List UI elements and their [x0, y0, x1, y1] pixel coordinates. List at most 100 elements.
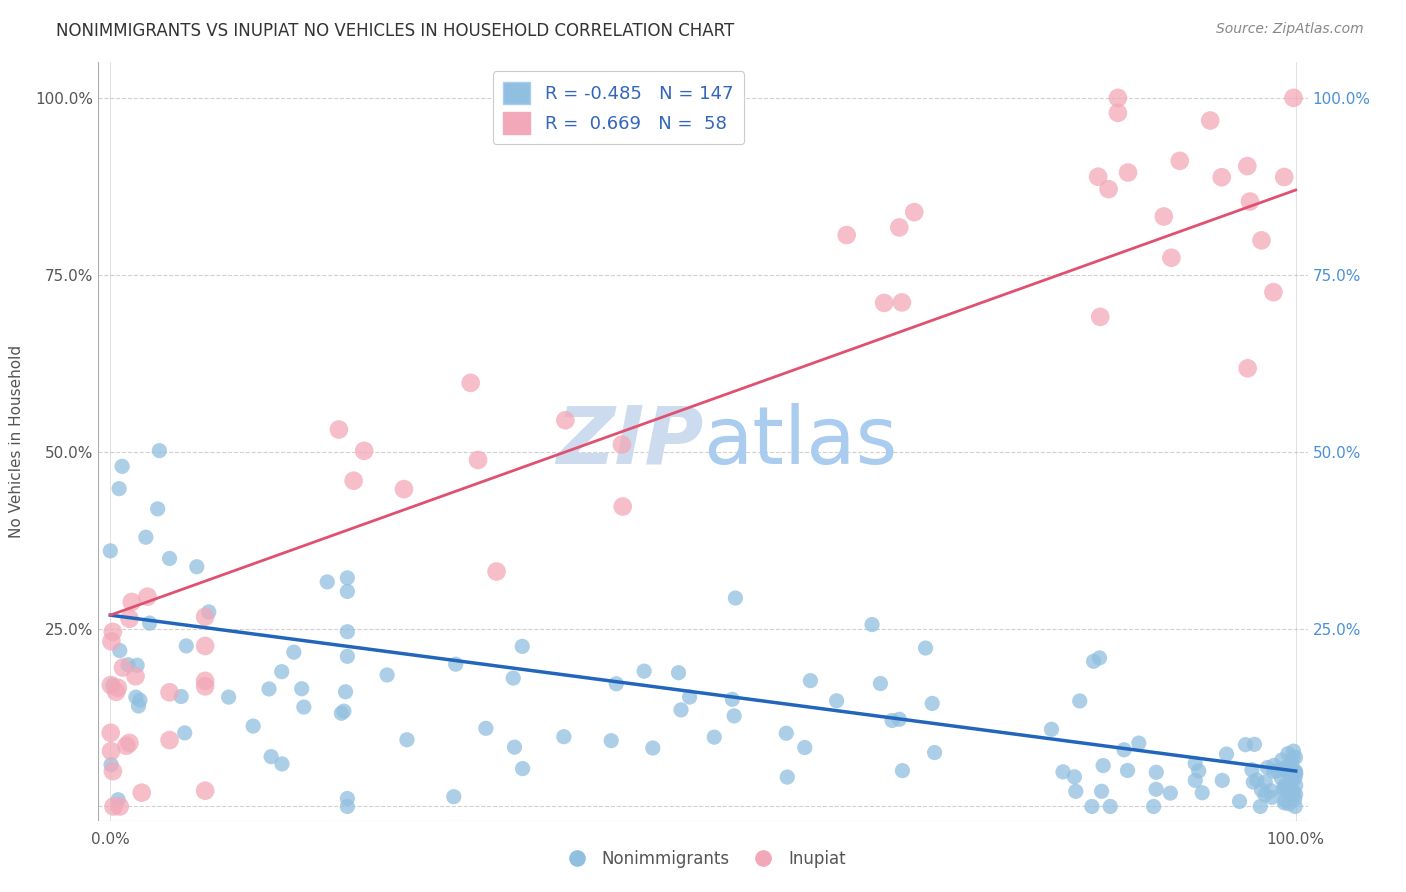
Point — [173, 726, 195, 740]
Point — [336, 571, 359, 585]
Point — [100, 744, 122, 758]
Point — [270, 665, 292, 679]
Point — [148, 443, 170, 458]
Point — [1275, 760, 1298, 774]
Point — [194, 679, 217, 693]
Point — [1263, 758, 1285, 772]
Point — [873, 296, 896, 310]
Point — [1279, 770, 1302, 784]
Point — [1090, 784, 1112, 798]
Point — [1097, 182, 1119, 196]
Point — [914, 640, 936, 655]
Point — [1087, 169, 1109, 184]
Point — [610, 437, 633, 451]
Point — [1184, 773, 1206, 788]
Point — [721, 692, 744, 706]
Point — [1211, 170, 1233, 185]
Point — [880, 714, 903, 728]
Point — [107, 793, 129, 807]
Point — [117, 657, 139, 672]
Point — [170, 690, 193, 704]
Point — [138, 616, 160, 631]
Point — [1249, 799, 1271, 814]
Point — [1272, 782, 1295, 797]
Point — [1240, 763, 1263, 777]
Point — [825, 694, 848, 708]
Point — [194, 783, 217, 797]
Point — [799, 673, 821, 688]
Point — [375, 668, 398, 682]
Point — [1116, 764, 1139, 778]
Point — [1272, 169, 1295, 184]
Point — [1272, 796, 1295, 810]
Point — [1279, 777, 1302, 791]
Point — [510, 640, 533, 654]
Text: NONIMMIGRANTS VS INUPIAT NO VEHICLES IN HOUSEHOLD CORRELATION CHART: NONIMMIGRANTS VS INUPIAT NO VEHICLES IN … — [56, 22, 734, 40]
Point — [343, 474, 366, 488]
Point — [1284, 792, 1306, 806]
Point — [793, 740, 815, 755]
Point — [502, 671, 524, 685]
Point — [1236, 361, 1258, 376]
Point — [678, 690, 700, 704]
Point — [1107, 91, 1129, 105]
Point — [291, 681, 314, 696]
Point — [101, 764, 124, 779]
Point — [392, 482, 415, 496]
Text: ZIP: ZIP — [555, 402, 703, 481]
Point — [641, 741, 664, 756]
Point — [1153, 210, 1175, 224]
Point — [135, 530, 157, 544]
Point — [1063, 770, 1085, 784]
Point — [891, 764, 914, 778]
Point — [1168, 153, 1191, 168]
Legend: Nonimmigrants, Inupiat: Nonimmigrants, Inupiat — [554, 844, 852, 875]
Point — [1112, 743, 1135, 757]
Point — [485, 565, 508, 579]
Point — [1064, 784, 1087, 798]
Point — [1128, 736, 1150, 750]
Point — [669, 703, 692, 717]
Point — [257, 681, 280, 696]
Point — [1184, 756, 1206, 771]
Point — [108, 643, 131, 657]
Point — [1278, 767, 1301, 781]
Point — [292, 700, 315, 714]
Point — [260, 749, 283, 764]
Point — [328, 422, 350, 436]
Point — [330, 706, 353, 721]
Point — [1188, 764, 1211, 778]
Point — [1191, 786, 1213, 800]
Legend: R = -0.485   N = 147, R =  0.669   N =  58: R = -0.485 N = 147, R = 0.669 N = 58 — [492, 71, 744, 145]
Point — [136, 590, 159, 604]
Point — [1279, 780, 1302, 795]
Point — [889, 220, 911, 235]
Point — [600, 733, 623, 747]
Point — [128, 698, 150, 713]
Point — [1099, 799, 1122, 814]
Point — [125, 690, 148, 705]
Point — [108, 799, 131, 814]
Point — [668, 665, 690, 680]
Point — [890, 295, 912, 310]
Point — [1083, 654, 1105, 668]
Point — [903, 205, 925, 219]
Point — [703, 730, 725, 744]
Point — [1284, 750, 1306, 764]
Point — [194, 609, 217, 624]
Point — [197, 605, 219, 619]
Point — [1282, 744, 1305, 758]
Point — [723, 709, 745, 723]
Point — [283, 645, 305, 659]
Point — [121, 595, 143, 609]
Point — [336, 624, 359, 639]
Point — [194, 639, 217, 653]
Point — [1243, 737, 1265, 751]
Point — [1092, 758, 1115, 772]
Point — [333, 704, 356, 718]
Point — [107, 681, 129, 695]
Point — [467, 453, 489, 467]
Point — [775, 726, 797, 740]
Point — [336, 584, 359, 599]
Point — [1199, 113, 1222, 128]
